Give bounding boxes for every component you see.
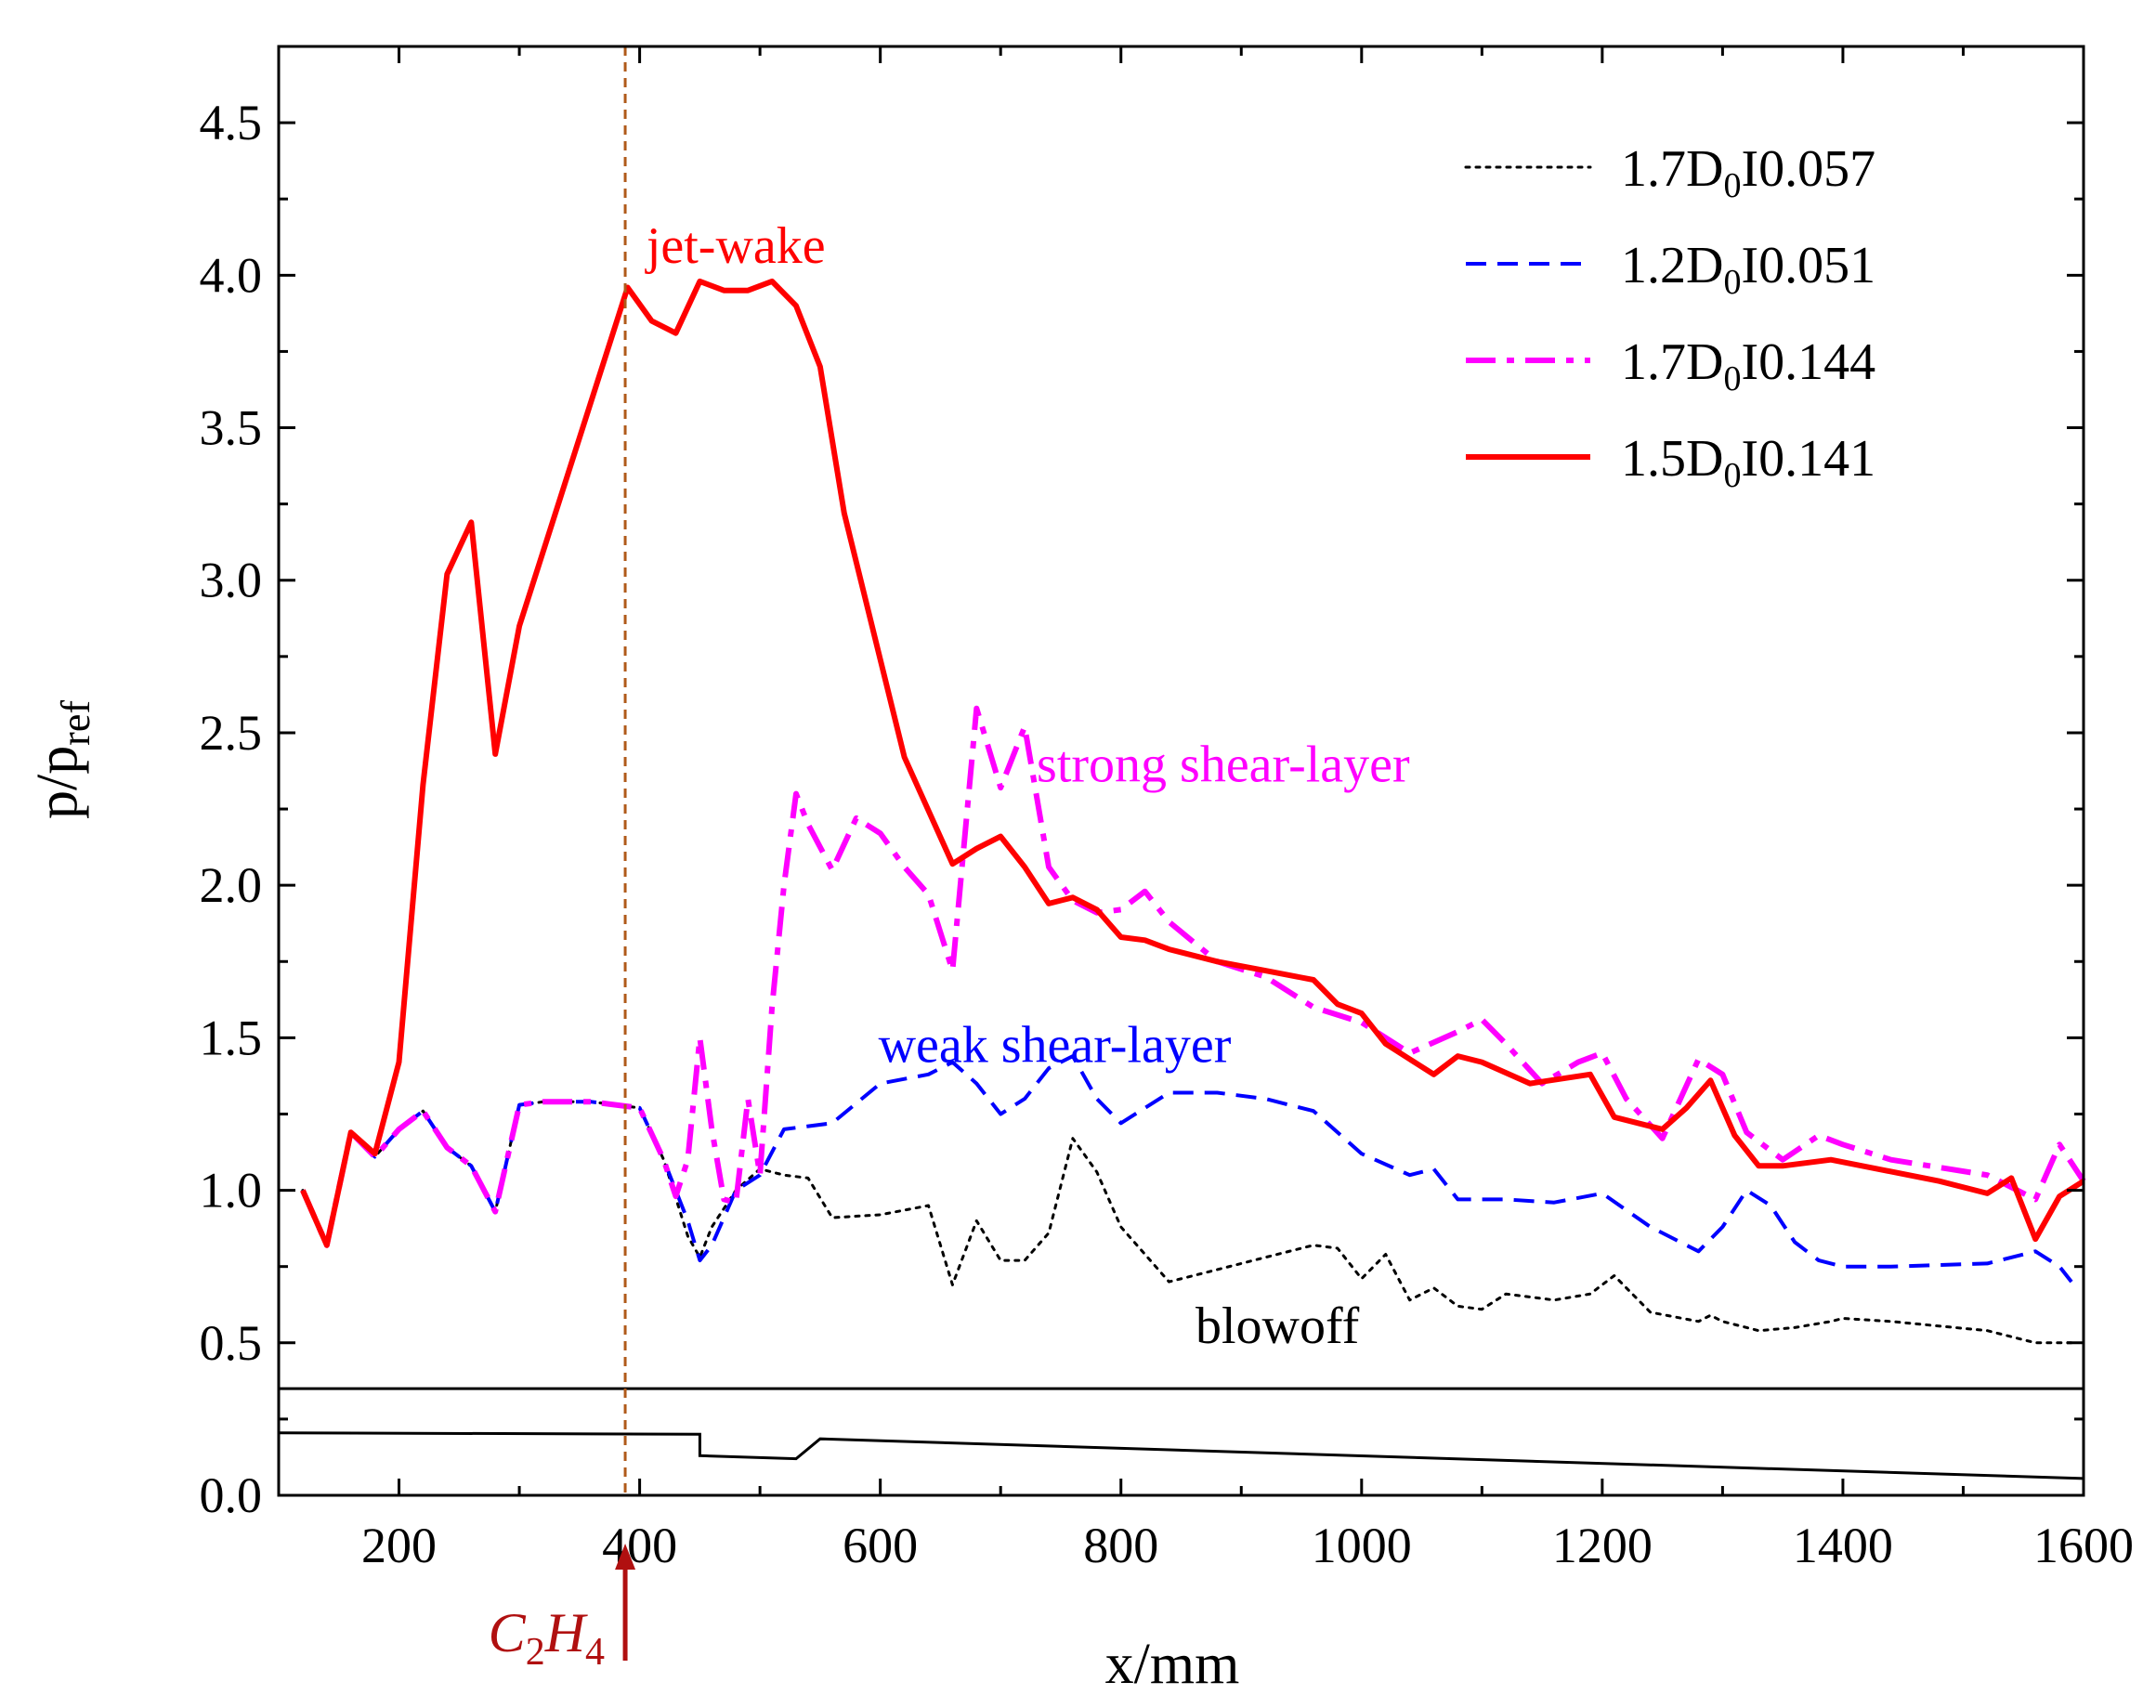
regime-annotations: jet-wake strong shear-layer weak shear-lay… [645, 217, 1410, 1355]
legend-label-1: 1.2D0I0.051 [1621, 237, 1875, 302]
legend-label-sub: 0 [1723, 456, 1741, 495]
inlet-label-sub2: 4 [585, 1631, 605, 1674]
legend-label-0: 1.7D0I0.057 [1621, 140, 1875, 205]
inlet-label-sub1: 2 [526, 1631, 545, 1674]
series-line-2 [300, 705, 2086, 1248]
plot-border [277, 45, 2085, 1497]
series-layer [300, 278, 2086, 1345]
y-tick-label: 3.0 [200, 553, 263, 608]
inlet-label-c: C [489, 1602, 527, 1663]
plot-frame [277, 45, 2085, 1497]
x-tick-label: 200 [361, 1518, 437, 1573]
y-axis-title-main: p/p [26, 746, 89, 819]
y-tick-label: 2.5 [200, 705, 263, 761]
legend: 1.7D0I0.0571.2D0I0.0511.7D0I0.1441.5D0I0… [1464, 140, 1875, 495]
x-axis-title: x/mm [1105, 1633, 1240, 1696]
inlet-label: C2H4 [489, 1544, 636, 1674]
geometry-bottom-wall [278, 1431, 2084, 1480]
annotation-strong-shear-layer: strong shear-layer [1037, 736, 1410, 793]
y-tick-label: 0.0 [200, 1467, 263, 1523]
y-tick-label: 1.5 [200, 1010, 263, 1065]
y-axis: 0.0 0.5 1.0 1.5 2.0 2.5 3.0 3.5 4.0 4.5 [200, 45, 2084, 1523]
x-tick-label: 1600 [2033, 1518, 2134, 1573]
inlet-arrow-head [615, 1544, 636, 1570]
x-tick-label: 1000 [1312, 1518, 1412, 1573]
y-tick-label: 2.0 [200, 857, 263, 913]
series-line-1 [301, 1054, 2073, 1284]
legend-label-2: 1.7D0I0.144 [1621, 333, 1875, 398]
combustor-geometry [278, 1387, 2084, 1480]
annotation-jet-wake: jet-wake [645, 217, 826, 275]
y-tick-label: 4.0 [200, 247, 263, 303]
legend-label-post: I0.141 [1741, 430, 1875, 488]
legend-label-3: 1.5D0I0.141 [1621, 430, 1875, 495]
legend-label-post: I0.144 [1741, 333, 1875, 391]
legend-label-sub: 0 [1723, 166, 1741, 205]
annotation-blowoff: blowoff [1196, 1297, 1360, 1355]
x-tick-label: 800 [1083, 1518, 1158, 1573]
series-line-3 [300, 278, 2085, 1248]
y-axis-title-sub: ref [53, 700, 98, 746]
legend-label-pre: 1.7D [1621, 333, 1723, 391]
y-tick-label: 4.5 [200, 95, 263, 150]
legend-label-pre: 1.2D [1621, 237, 1723, 294]
y-axis-title: p/pref [26, 700, 98, 819]
series-line-0 [301, 1100, 2073, 1345]
x-tick-label: 400 [602, 1518, 677, 1573]
x-axis: 200 400 600 800 1000 1200 1400 1600 [277, 46, 2134, 1573]
y-tick-label: 0.5 [200, 1315, 263, 1371]
annotation-weak-shear-layer: weak shear-layer [879, 1017, 1232, 1075]
legend-label-pre: 1.7D [1621, 140, 1723, 198]
x-tick-label: 1200 [1552, 1518, 1653, 1573]
x-tick-label: 1400 [1793, 1518, 1893, 1573]
legend-label-post: I0.051 [1741, 237, 1875, 294]
y-tick-label: 1.0 [200, 1163, 263, 1219]
inlet-label-h: H [544, 1602, 589, 1663]
legend-label-post: I0.057 [1741, 140, 1875, 198]
y-tick-label: 3.5 [200, 400, 263, 456]
x-tick-label: 600 [843, 1518, 918, 1573]
legend-label-sub: 0 [1723, 263, 1741, 302]
legend-label-pre: 1.5D [1621, 430, 1723, 488]
inlet-species-label: C2H4 [489, 1602, 605, 1674]
legend-label-sub: 0 [1723, 359, 1741, 398]
